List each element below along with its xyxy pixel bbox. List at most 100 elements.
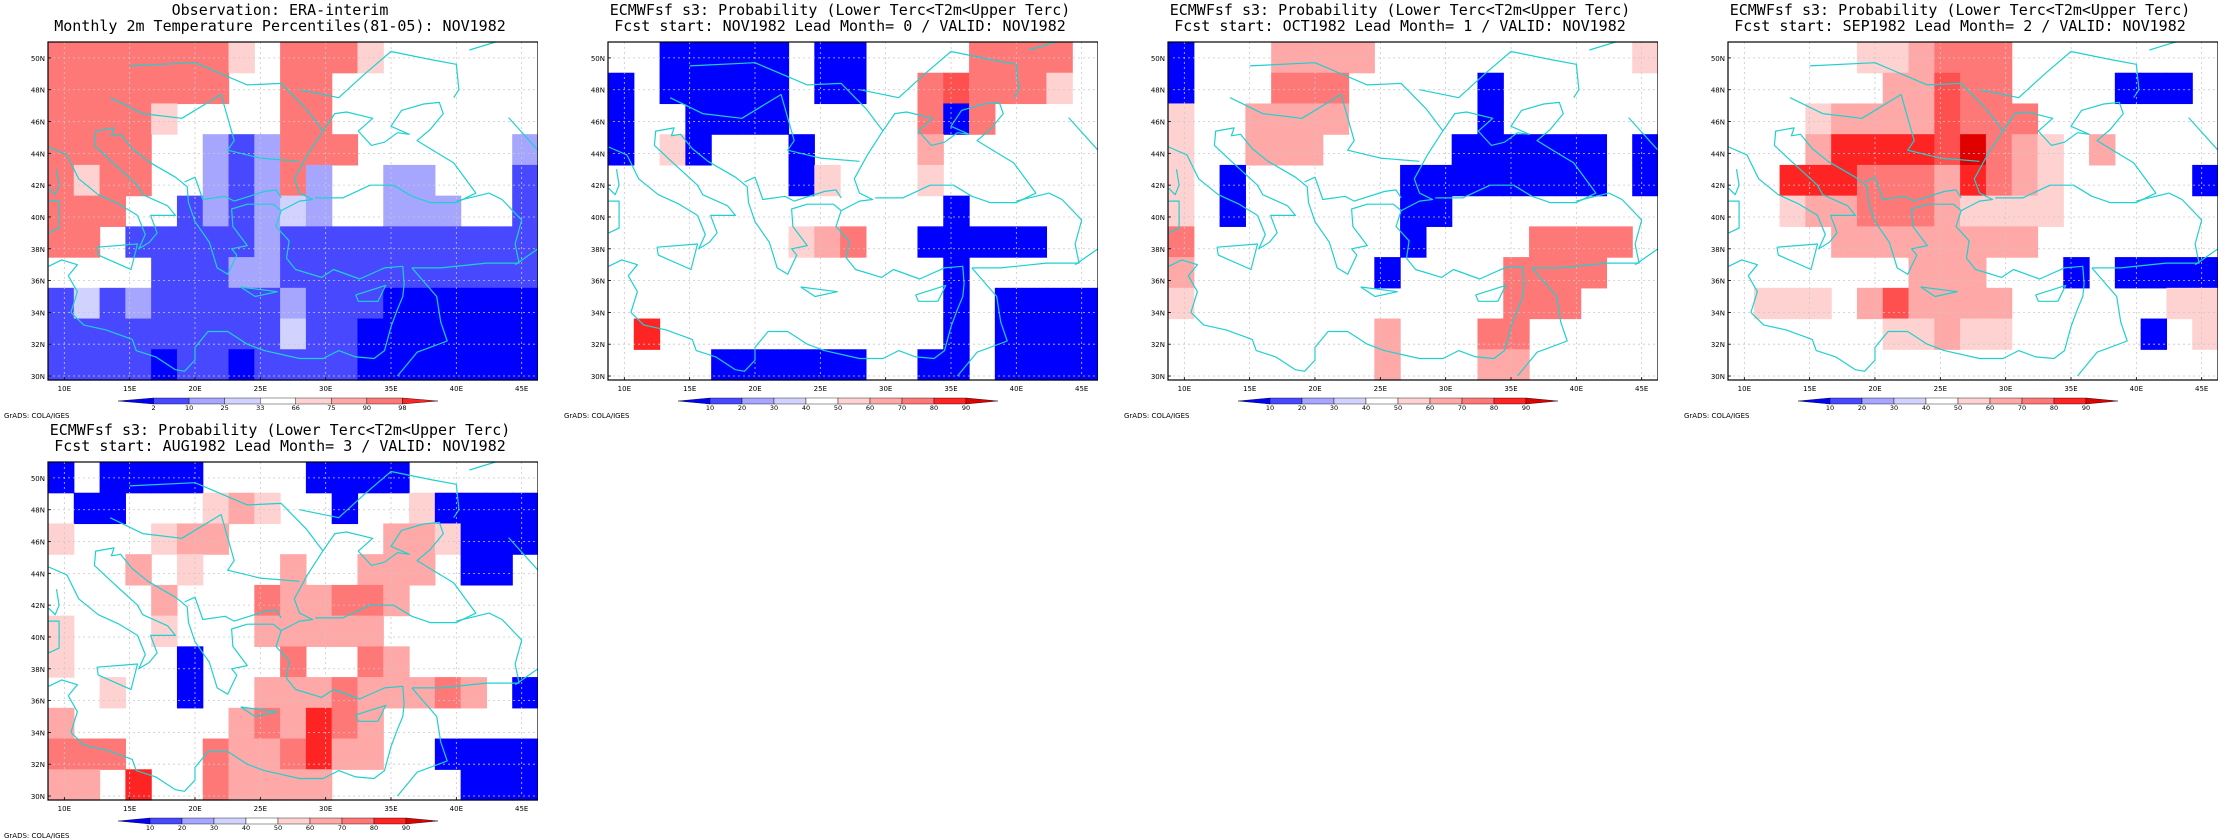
grid-cell (1908, 164, 1935, 197)
grid-cell (151, 72, 178, 105)
grid-cell (280, 226, 307, 258)
grads-credit: GrADS: COLA/IGES (1124, 412, 1190, 420)
grid-cell (73, 492, 101, 525)
lon-tick-label: 40E (1010, 385, 1023, 393)
grid-cell (1477, 72, 1504, 105)
grid-cell (1322, 42, 1350, 74)
grid-cells (48, 42, 538, 381)
grid-cell (48, 523, 75, 555)
grid-cell (1271, 103, 1298, 135)
lon-tick-label: 20E (748, 385, 761, 393)
color-bar-label: 50 (1394, 404, 1402, 411)
lon-tick-label: 10E (1178, 385, 1191, 393)
grid-cell (1882, 72, 1910, 105)
grid-cell (1451, 134, 1479, 166)
grid-cell (48, 349, 75, 381)
grid-cell (1580, 164, 1608, 197)
lon-tick-label: 30E (1999, 385, 2012, 393)
grid-cell (305, 103, 333, 135)
grid-cell (409, 318, 436, 350)
lat-tick-label: 44N (31, 570, 45, 578)
coastline (355, 704, 387, 722)
forecast-map: 30N 32N 34N 36N 38N 40N 42N 44N 46N 48N 50N 10E 15E 2… (31, 461, 538, 813)
coastline (280, 521, 477, 632)
grid-cell (73, 738, 101, 770)
lon-tick-label: 40E (2130, 385, 2143, 393)
grid-cell (409, 257, 436, 289)
grid-cell (943, 318, 970, 350)
grid-cell (994, 72, 1022, 105)
grid-cell (840, 72, 867, 105)
grid-cell (2114, 72, 2142, 105)
grid-cell (409, 226, 436, 258)
grid-cell (2192, 318, 2218, 350)
grid-cell (1020, 287, 1048, 320)
grid-cell (917, 72, 944, 105)
lon-tick-label: 35E (2064, 385, 2077, 393)
grid-cell (48, 707, 75, 740)
observation-map: 30N 32N 34N 36N 38N 40N 42N 44N 46N 48N 50N 10E 15E 2… (31, 41, 538, 393)
lat-tick-label: 32N (1711, 341, 1725, 349)
grid-cell (788, 226, 815, 258)
grid-cell (762, 72, 790, 105)
lon-tick-label: 40E (450, 385, 463, 393)
color-bar-label: 98 (398, 404, 406, 411)
grid-cell (176, 554, 204, 586)
grid-cell (176, 318, 204, 350)
grid-cell (1477, 164, 1504, 197)
grid-cell (409, 492, 436, 525)
grid-cell (1985, 287, 2013, 320)
grid-cell (762, 42, 790, 74)
coastline (1728, 259, 1759, 313)
coastline (800, 286, 838, 298)
grid-cell (1020, 349, 1048, 381)
color-bar-label: 70 (2018, 404, 2026, 411)
lon-tick-label: 10E (58, 385, 71, 393)
color-bar-label: 33 (256, 404, 264, 411)
lat-tick-label: 34N (31, 309, 45, 317)
grid-cell (2192, 287, 2218, 320)
grid-cell (331, 492, 359, 525)
grid-cell (1934, 287, 1961, 320)
grid-cell (73, 103, 101, 135)
grid-cell (176, 72, 204, 105)
grid-cell (512, 349, 538, 381)
panel-subtitle: Fcst start: AUG1982 Lead Month= 3 / VALI… (54, 437, 506, 455)
lat-tick-label: 46N (1151, 119, 1165, 127)
grid-cell (1934, 134, 1961, 166)
lon-tick-label: 35E (1504, 385, 1517, 393)
grid-cell (1020, 72, 1048, 105)
grid-cell (1908, 42, 1935, 74)
lat-tick-label: 36N (1151, 278, 1165, 286)
grid-cell (2037, 195, 2064, 227)
grid-cell (512, 738, 538, 770)
grid-cell (73, 318, 101, 350)
grid-cell (486, 257, 513, 289)
lat-tick-label: 34N (31, 729, 45, 737)
grid-cell (409, 554, 436, 586)
coastline (469, 41, 496, 51)
grid-cell (1425, 164, 1453, 197)
coastline (1864, 176, 1962, 202)
grid-cell (2166, 257, 2193, 289)
grid-cell (1554, 164, 1582, 197)
grads-credit: GrADS: COLA/IGES (1684, 412, 1750, 420)
lon-tick-label: 45E (2195, 385, 2208, 393)
grid-cell (331, 707, 359, 740)
grid-cell (917, 226, 944, 258)
grid-cell (228, 492, 255, 525)
coastline (397, 687, 448, 797)
grid-cell (305, 164, 333, 197)
coastline (514, 621, 538, 686)
grid-cell (1072, 287, 1098, 320)
grid-cell (280, 677, 307, 709)
coastline (608, 169, 620, 196)
grid-cell (2089, 134, 2116, 166)
grid-cell (1503, 257, 1530, 289)
grid-cell (202, 164, 230, 197)
grid-cell (409, 287, 436, 320)
grid-cell (176, 646, 204, 678)
grid-cell (357, 738, 384, 770)
coastline (48, 200, 60, 234)
color-bar-label: 10 (1826, 404, 1834, 411)
